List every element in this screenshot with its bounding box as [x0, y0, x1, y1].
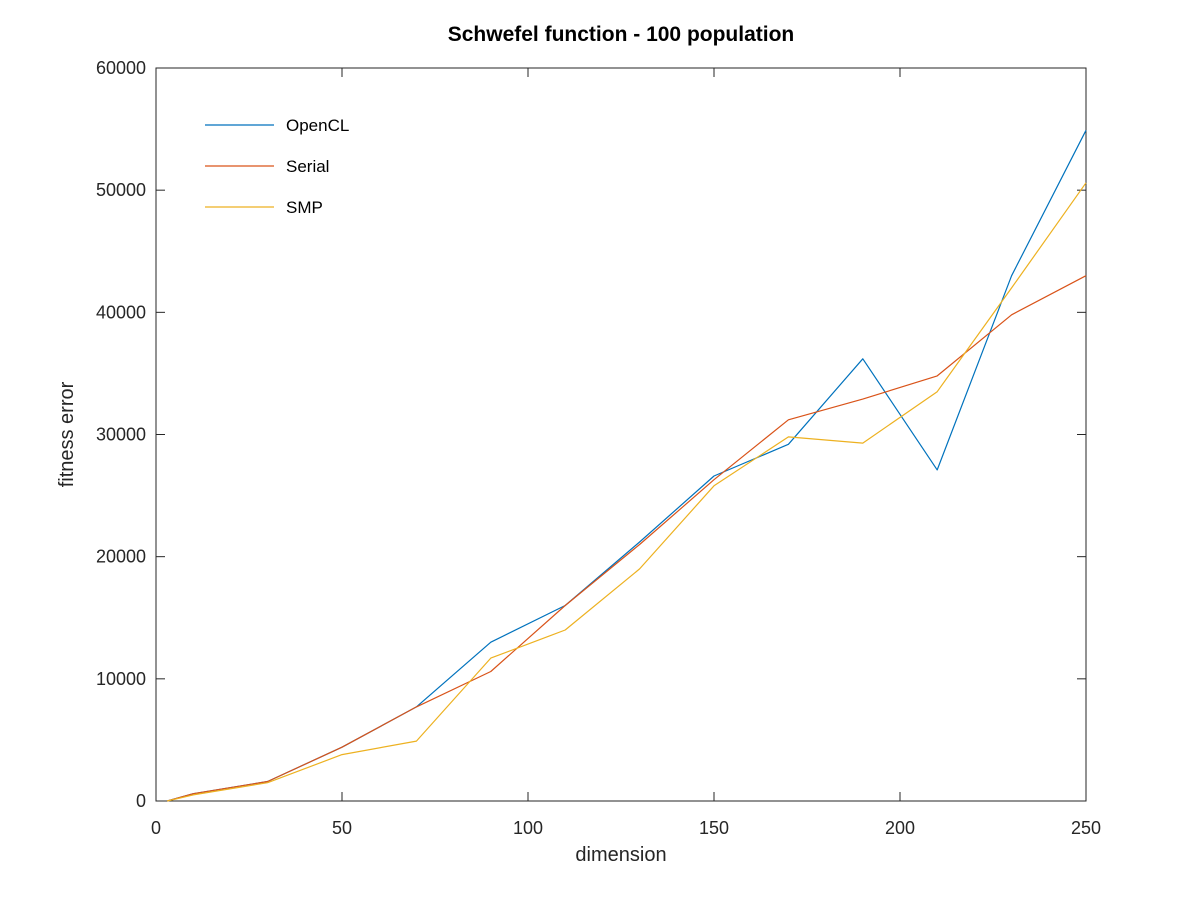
- y-tick-label: 40000: [96, 302, 146, 322]
- y-tick-label: 30000: [96, 425, 146, 445]
- y-tick-label: 10000: [96, 669, 146, 689]
- x-axis-ticks: 0 50 100 150 200 250: [151, 68, 1101, 838]
- legend-label-serial: Serial: [286, 157, 329, 176]
- x-tick-label: 150: [699, 818, 729, 838]
- x-tick-label: 200: [885, 818, 915, 838]
- x-tick-label: 250: [1071, 818, 1101, 838]
- y-tick-label: 0: [136, 791, 146, 811]
- legend-label-opencl: OpenCL: [286, 116, 349, 135]
- y-axis-label: fitness error: [56, 381, 78, 487]
- x-tick-label: 100: [513, 818, 543, 838]
- plot-area: [155, 67, 1087, 802]
- series-line-smp: [167, 182, 1087, 802]
- legend: OpenCL Serial SMP: [205, 116, 349, 217]
- y-tick-label: 20000: [96, 547, 146, 567]
- x-axis-label: dimension: [575, 844, 666, 866]
- y-axis-ticks: 0 10000 20000 30000 40000 50000 60000: [96, 58, 1086, 811]
- legend-label-smp: SMP: [286, 198, 323, 217]
- chart-title: Schwefel function - 100 population: [448, 23, 795, 46]
- x-tick-label: 0: [151, 818, 161, 838]
- y-tick-label: 50000: [96, 180, 146, 200]
- y-tick-label: 60000: [96, 58, 146, 78]
- x-tick-label: 50: [332, 818, 352, 838]
- series-lines: [167, 130, 1087, 802]
- series-line-serial: [167, 275, 1087, 802]
